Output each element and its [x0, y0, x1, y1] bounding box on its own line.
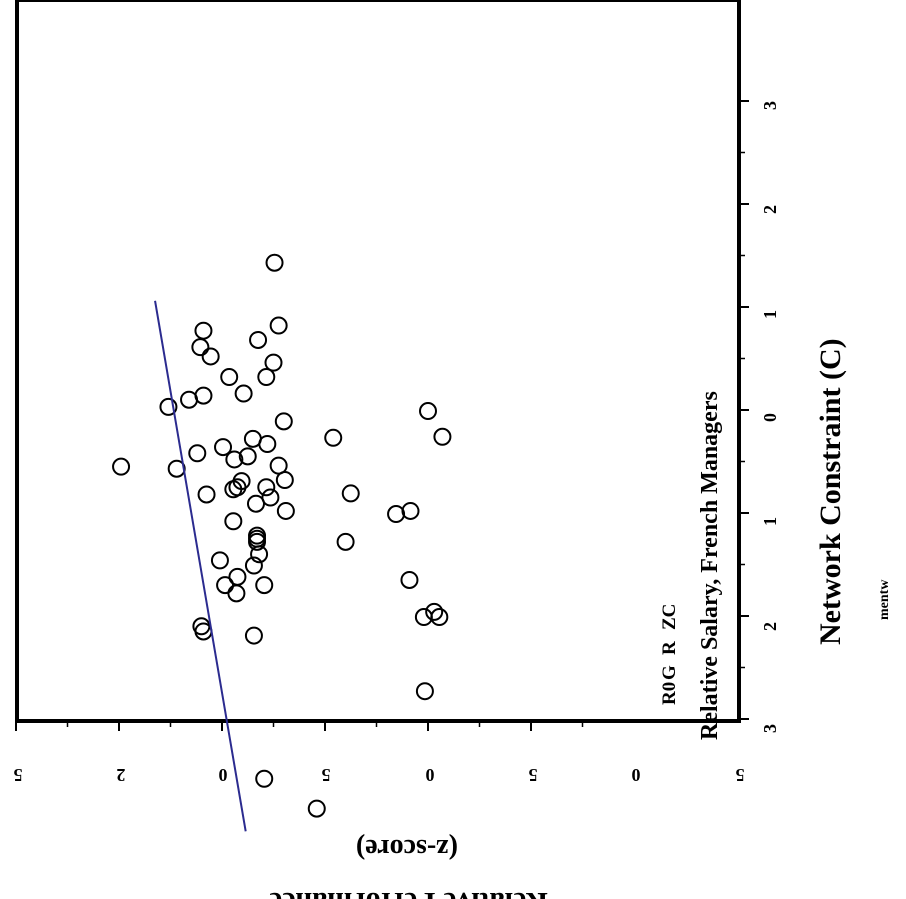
x-tick-label: 1 [760, 517, 780, 526]
x-tick-label: 0 [760, 413, 780, 422]
x-axis-title: Network Constraint (C) [814, 338, 847, 645]
data-point [274, 412, 293, 431]
inset-label-1: R0 [659, 682, 680, 705]
data-point [225, 450, 244, 469]
data-point [324, 428, 343, 447]
data-point [265, 253, 284, 272]
data-point [415, 682, 434, 701]
data-point [201, 347, 220, 366]
data-point [228, 567, 247, 586]
data-point [191, 338, 210, 357]
x-tick-label: 2 [760, 622, 780, 631]
y-tick-label: 0 [632, 765, 641, 785]
data-points [112, 253, 452, 818]
data-point [238, 447, 257, 466]
side-caption: mentw [877, 579, 892, 620]
data-point [194, 386, 213, 405]
data-point [248, 526, 267, 545]
y-tick-label: 5 [529, 765, 538, 785]
data-point [336, 532, 355, 551]
x-tick-label: 2 [760, 205, 780, 214]
data-point [112, 457, 131, 476]
data-point [234, 384, 253, 403]
x-tick-label: 3 [760, 724, 780, 733]
data-point [243, 429, 262, 448]
data-point [341, 484, 360, 503]
inset-label-3: R [659, 641, 680, 655]
y-tick-label: 5 [14, 765, 23, 785]
data-point [188, 444, 207, 463]
data-point [255, 769, 274, 788]
data-point [257, 478, 276, 497]
data-point [400, 570, 419, 589]
data-point [159, 397, 178, 416]
data-point [216, 576, 235, 595]
x-axis-ticks: 3 2 1 0 1 2 3 [739, 100, 780, 733]
chart-title: Relative Salary, French Managers [697, 391, 723, 740]
data-point [269, 316, 288, 335]
y-tick-label: 5 [736, 765, 745, 785]
regression-line [154, 300, 247, 832]
data-point [257, 368, 276, 387]
data-point [224, 512, 243, 531]
data-point [307, 799, 326, 818]
y-axis-title-line2: (z-score) [356, 833, 458, 864]
y-tick-label: 5 [322, 765, 331, 785]
y-tick-label: 2 [117, 765, 126, 785]
y-axis-ticks: 5 2 0 5 0 5 0 5 [14, 721, 745, 785]
data-point [255, 576, 274, 595]
plot-frame [15, 0, 741, 723]
x-tick-label: 3 [760, 101, 780, 110]
data-point [401, 501, 420, 520]
x-tick-label: 1 [760, 310, 780, 319]
data-point [214, 438, 233, 457]
data-point [433, 427, 452, 446]
data-point [249, 330, 268, 349]
data-point [224, 480, 243, 499]
data-point [194, 321, 213, 340]
data-point [210, 551, 229, 570]
inset-label-4: ZC [659, 604, 680, 630]
data-point [430, 608, 449, 627]
data-point [197, 485, 216, 504]
inset-label-2: G [659, 665, 680, 680]
data-point [220, 368, 239, 387]
data-point [244, 556, 263, 575]
data-point [264, 353, 283, 372]
data-point [244, 626, 263, 645]
y-tick-label: 0 [426, 765, 435, 785]
data-point [261, 488, 280, 507]
data-point [269, 456, 288, 475]
y-axis-title-line1: Relative Performance [269, 886, 548, 899]
data-point [276, 501, 295, 520]
data-point [425, 602, 444, 621]
y-tick-label: 0 [219, 765, 228, 785]
data-point [419, 402, 437, 421]
inset-labels: R0 G R ZC [659, 604, 680, 705]
